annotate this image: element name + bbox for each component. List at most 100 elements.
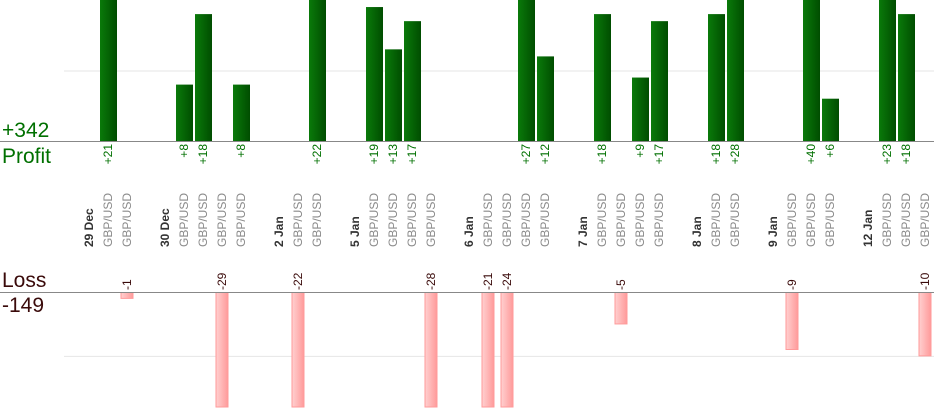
profit-bar bbox=[594, 14, 611, 142]
pair-label: GBP/USD bbox=[424, 193, 438, 247]
loss-bar bbox=[215, 292, 229, 408]
profit-value-label: +28 bbox=[728, 144, 742, 165]
profit-bar bbox=[879, 0, 896, 141]
profit-value-label: +9 bbox=[633, 144, 647, 158]
profit-bar bbox=[100, 0, 117, 141]
profit-bar bbox=[803, 0, 820, 141]
loss-value-label: -24 bbox=[500, 272, 514, 290]
profit-bar bbox=[708, 14, 725, 142]
profit-value-label: +17 bbox=[405, 144, 419, 165]
profit-value-label: +18 bbox=[196, 144, 210, 165]
loss-value-label: -29 bbox=[215, 272, 229, 290]
pair-label: GBP/USD bbox=[823, 193, 837, 247]
loss-bar bbox=[918, 292, 932, 357]
date-label: 29 Dec bbox=[82, 208, 96, 247]
loss-bar bbox=[500, 292, 514, 408]
pair-label: GBP/USD bbox=[386, 193, 400, 247]
profit-value-label: +8 bbox=[177, 144, 191, 158]
pair-label: GBP/USD bbox=[595, 193, 609, 247]
pair-label: GBP/USD bbox=[177, 193, 191, 247]
profit-bar bbox=[898, 14, 915, 142]
loss-value-label: -1 bbox=[120, 279, 134, 290]
profit-bar bbox=[366, 7, 383, 141]
profit-value-label: +6 bbox=[823, 144, 837, 158]
pair-label: GBP/USD bbox=[234, 193, 248, 247]
profit-bar bbox=[404, 21, 421, 141]
pair-label: GBP/USD bbox=[196, 193, 210, 247]
pair-label: GBP/USD bbox=[481, 193, 495, 247]
pair-label: GBP/USD bbox=[405, 193, 419, 247]
bars bbox=[100, 0, 932, 408]
profit-total: +342 bbox=[2, 119, 49, 142]
pair-label: GBP/USD bbox=[614, 193, 628, 247]
pair-label: GBP/USD bbox=[804, 193, 818, 247]
profit-bar bbox=[309, 0, 326, 141]
date-label: 7 Jan bbox=[576, 216, 590, 247]
loss-value-label: -9 bbox=[785, 279, 799, 290]
profit-value-label: +12 bbox=[538, 144, 552, 165]
loss-total: -149 bbox=[2, 294, 44, 317]
loss-bar bbox=[291, 292, 305, 408]
loss-value-label: -22 bbox=[291, 272, 305, 290]
profit-bar bbox=[385, 49, 402, 141]
profit-bar bbox=[651, 21, 668, 141]
profit-value-label: +18 bbox=[899, 144, 913, 165]
profit-value-label: +17 bbox=[652, 144, 666, 165]
profit-bar bbox=[537, 56, 554, 141]
pair-label: GBP/USD bbox=[101, 193, 115, 247]
profit-value-label: +18 bbox=[709, 144, 723, 165]
pair-label: GBP/USD bbox=[785, 193, 799, 247]
pair-label: GBP/USD bbox=[728, 193, 742, 247]
pair-label: GBP/USD bbox=[500, 193, 514, 247]
loss-label: Loss bbox=[2, 269, 46, 292]
loss-bar bbox=[785, 292, 799, 350]
loss-bar bbox=[120, 292, 134, 299]
profit-value-label: +19 bbox=[367, 144, 381, 165]
profit-label: Profit bbox=[2, 145, 51, 168]
profit-value-label: +23 bbox=[880, 144, 894, 165]
pair-label: GBP/USD bbox=[709, 193, 723, 247]
date-label: 9 Jan bbox=[766, 216, 780, 247]
pair-label: GBP/USD bbox=[918, 193, 932, 247]
date-label: 8 Jan bbox=[690, 216, 704, 247]
pair-label: GBP/USD bbox=[633, 193, 647, 247]
pair-label: GBP/USD bbox=[310, 193, 324, 247]
profit-value-label: +13 bbox=[386, 144, 400, 165]
pair-label: GBP/USD bbox=[215, 193, 229, 247]
date-label: 12 Jan bbox=[861, 210, 875, 247]
pair-label: GBP/USD bbox=[291, 193, 305, 247]
profit-bar bbox=[518, 0, 535, 141]
profit-bar bbox=[632, 77, 649, 141]
profit-value-label: +40 bbox=[804, 144, 818, 165]
date-label: 2 Jan bbox=[272, 216, 286, 247]
pair-label: GBP/USD bbox=[367, 193, 381, 247]
pair-label: GBP/USD bbox=[120, 193, 134, 247]
labels: 29 Dec GBP/USD +21 GBP/USD -1 30 Dec GBP/USD +8… bbox=[82, 144, 932, 290]
profit-value-label: +18 bbox=[595, 144, 609, 165]
loss-bar bbox=[481, 292, 495, 408]
profit-value-label: +8 bbox=[234, 144, 248, 158]
date-label: 30 Dec bbox=[158, 208, 172, 247]
profit-value-label: +27 bbox=[519, 144, 533, 165]
loss-value-label: -10 bbox=[918, 272, 932, 290]
loss-value-label: -28 bbox=[424, 272, 438, 290]
profit-bar bbox=[195, 14, 212, 142]
loss-value-label: -5 bbox=[614, 279, 628, 290]
profit-bar bbox=[822, 98, 839, 141]
pair-label: GBP/USD bbox=[519, 193, 533, 247]
date-label: 5 Jan bbox=[348, 216, 362, 247]
profit-value-label: +22 bbox=[310, 144, 324, 165]
loss-bar bbox=[614, 292, 628, 325]
profit-bar bbox=[727, 0, 744, 141]
loss-bar bbox=[424, 292, 438, 408]
pair-label: GBP/USD bbox=[899, 193, 913, 247]
profit-value-label: +21 bbox=[101, 144, 115, 165]
pair-label: GBP/USD bbox=[538, 193, 552, 247]
date-label: 6 Jan bbox=[462, 216, 476, 247]
pair-label: GBP/USD bbox=[652, 193, 666, 247]
loss-value-label: -21 bbox=[481, 272, 495, 290]
profit-bar bbox=[176, 84, 193, 141]
profit-bar bbox=[233, 84, 250, 141]
pair-label: GBP/USD bbox=[880, 193, 894, 247]
